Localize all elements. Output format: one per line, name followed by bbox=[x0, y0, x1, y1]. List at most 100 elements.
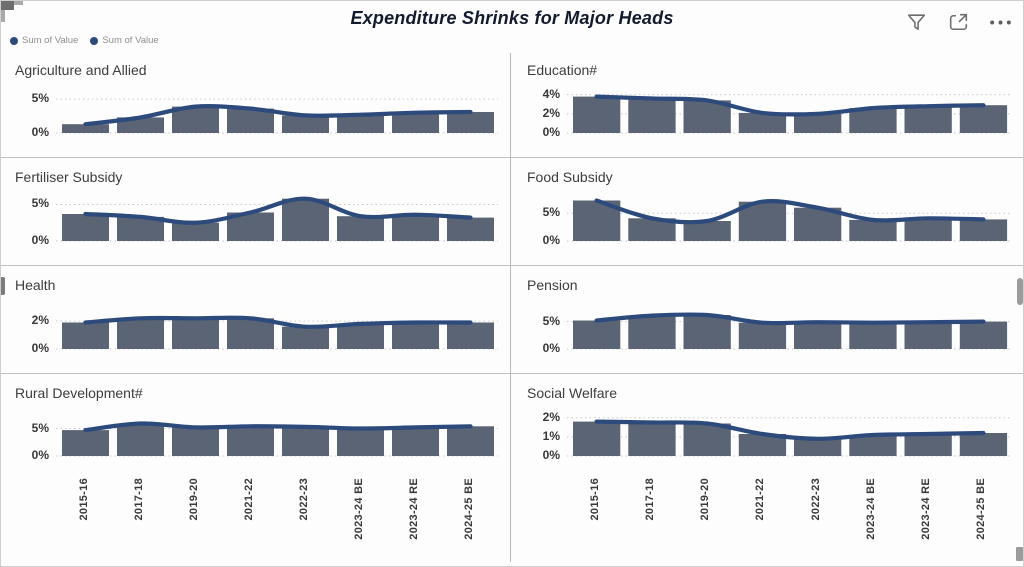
bar[interactable] bbox=[172, 427, 219, 456]
x-axis-label: 2023-24 BE bbox=[864, 478, 877, 540]
bar[interactable] bbox=[337, 323, 384, 349]
bar[interactable] bbox=[337, 216, 384, 241]
bar[interactable] bbox=[904, 322, 952, 349]
bar[interactable] bbox=[62, 124, 109, 133]
bar[interactable] bbox=[117, 423, 164, 457]
bar[interactable] bbox=[683, 423, 731, 457]
bar[interactable] bbox=[573, 421, 621, 456]
bar[interactable] bbox=[573, 96, 621, 133]
trend-line bbox=[83, 421, 473, 433]
x-axis-label: 2024-25 BE bbox=[975, 478, 988, 540]
scrollbar-thumb[interactable] bbox=[1, 277, 5, 295]
bar[interactable] bbox=[628, 218, 676, 241]
panel-chart[interactable] bbox=[513, 266, 1024, 373]
more-options-icon[interactable] bbox=[988, 10, 1013, 35]
y-tick-label: 0% bbox=[542, 448, 560, 462]
x-axis-label: 2019-20 bbox=[187, 478, 200, 521]
panel-agriculture-and-allied: Agriculture and Allied 0% 5% bbox=[1, 57, 510, 157]
y-tick-label: 5% bbox=[31, 196, 49, 211]
bar[interactable] bbox=[794, 113, 842, 133]
panel-chart[interactable] bbox=[1, 374, 510, 471]
bar[interactable] bbox=[337, 114, 384, 133]
x-axis-label: 2017-18 bbox=[643, 478, 656, 521]
bar[interactable] bbox=[794, 438, 842, 456]
bar[interactable] bbox=[904, 218, 952, 241]
bar[interactable] bbox=[447, 426, 494, 456]
bar[interactable] bbox=[172, 318, 219, 349]
bar[interactable] bbox=[172, 222, 219, 241]
panel-pension: Pension 0% 5% bbox=[513, 266, 1024, 373]
bar[interactable] bbox=[849, 435, 897, 456]
bar[interactable] bbox=[959, 321, 1008, 349]
column-divider bbox=[510, 53, 511, 562]
bar[interactable] bbox=[62, 214, 109, 241]
x-axis-label: 2022-23 bbox=[809, 478, 822, 521]
panel-title: Health bbox=[15, 277, 56, 293]
row-divider bbox=[1, 265, 1023, 266]
bar[interactable] bbox=[227, 318, 274, 349]
bar[interactable] bbox=[392, 427, 439, 456]
bar[interactable] bbox=[282, 115, 329, 133]
row-divider bbox=[1, 373, 1023, 374]
bar[interactable] bbox=[738, 322, 787, 349]
bar[interactable] bbox=[447, 112, 494, 133]
bar[interactable] bbox=[683, 100, 731, 133]
bar[interactable] bbox=[849, 219, 897, 241]
y-tick-label: 0% bbox=[31, 125, 49, 139]
bar[interactable] bbox=[904, 106, 952, 133]
bar[interactable] bbox=[794, 322, 842, 349]
bar[interactable] bbox=[392, 322, 439, 350]
panel-chart[interactable] bbox=[1, 158, 510, 265]
panel-chart[interactable] bbox=[513, 158, 1024, 265]
focus-mode-icon[interactable] bbox=[946, 10, 971, 35]
bar[interactable] bbox=[628, 422, 676, 457]
bar[interactable] bbox=[849, 108, 897, 133]
panel-title: Pension bbox=[527, 277, 578, 293]
bar[interactable] bbox=[573, 320, 621, 350]
y-tick-label: 1% bbox=[542, 428, 560, 443]
bar[interactable] bbox=[447, 322, 494, 350]
bar[interactable] bbox=[959, 433, 1008, 456]
bar[interactable] bbox=[117, 318, 164, 349]
bar[interactable] bbox=[117, 117, 164, 133]
bar[interactable] bbox=[227, 108, 274, 133]
bar[interactable] bbox=[683, 221, 731, 241]
y-tick-label: 2% bbox=[542, 409, 560, 424]
bar[interactable] bbox=[282, 426, 329, 456]
x-axis-label: 2023-24 RE bbox=[920, 478, 933, 540]
trend-line bbox=[594, 312, 986, 326]
panel-food-subsidy: Food Subsidy 0% 5% bbox=[513, 158, 1024, 265]
bar[interactable] bbox=[337, 428, 384, 457]
legend-item[interactable]: Sum of Value bbox=[10, 35, 78, 46]
bar[interactable] bbox=[392, 112, 439, 133]
panel-chart[interactable] bbox=[1, 57, 510, 157]
bar[interactable] bbox=[282, 198, 329, 241]
corner-handle-edge-top bbox=[14, 1, 23, 5]
bar[interactable] bbox=[959, 105, 1008, 133]
bar[interactable] bbox=[904, 434, 952, 456]
bar[interactable] bbox=[227, 426, 274, 456]
bar[interactable] bbox=[447, 217, 494, 241]
panel-chart[interactable] bbox=[1, 266, 510, 373]
panel-education: Education# 0% 2% 4% bbox=[513, 57, 1024, 157]
bar[interactable] bbox=[738, 434, 787, 456]
bar[interactable] bbox=[849, 322, 897, 349]
bar[interactable] bbox=[392, 214, 439, 241]
bar[interactable] bbox=[959, 219, 1008, 241]
bar[interactable] bbox=[62, 322, 109, 350]
bar[interactable] bbox=[282, 326, 329, 349]
visual-header-toolbar bbox=[904, 10, 1013, 35]
filter-icon[interactable] bbox=[904, 10, 929, 35]
legend-label: Sum of Value bbox=[22, 35, 79, 46]
bar[interactable] bbox=[683, 315, 731, 349]
legend-label: Sum of Value bbox=[102, 35, 159, 46]
bar[interactable] bbox=[62, 430, 109, 456]
scrollbar-thumb[interactable] bbox=[1017, 278, 1023, 305]
panel-chart[interactable] bbox=[513, 57, 1024, 157]
bar[interactable] bbox=[738, 112, 787, 133]
bar[interactable] bbox=[628, 98, 676, 134]
panel-chart[interactable] bbox=[513, 374, 1024, 471]
bar[interactable] bbox=[628, 315, 676, 349]
scrollbar-thumb[interactable] bbox=[1016, 547, 1023, 561]
legend-item[interactable]: Sum of Value bbox=[90, 35, 159, 46]
